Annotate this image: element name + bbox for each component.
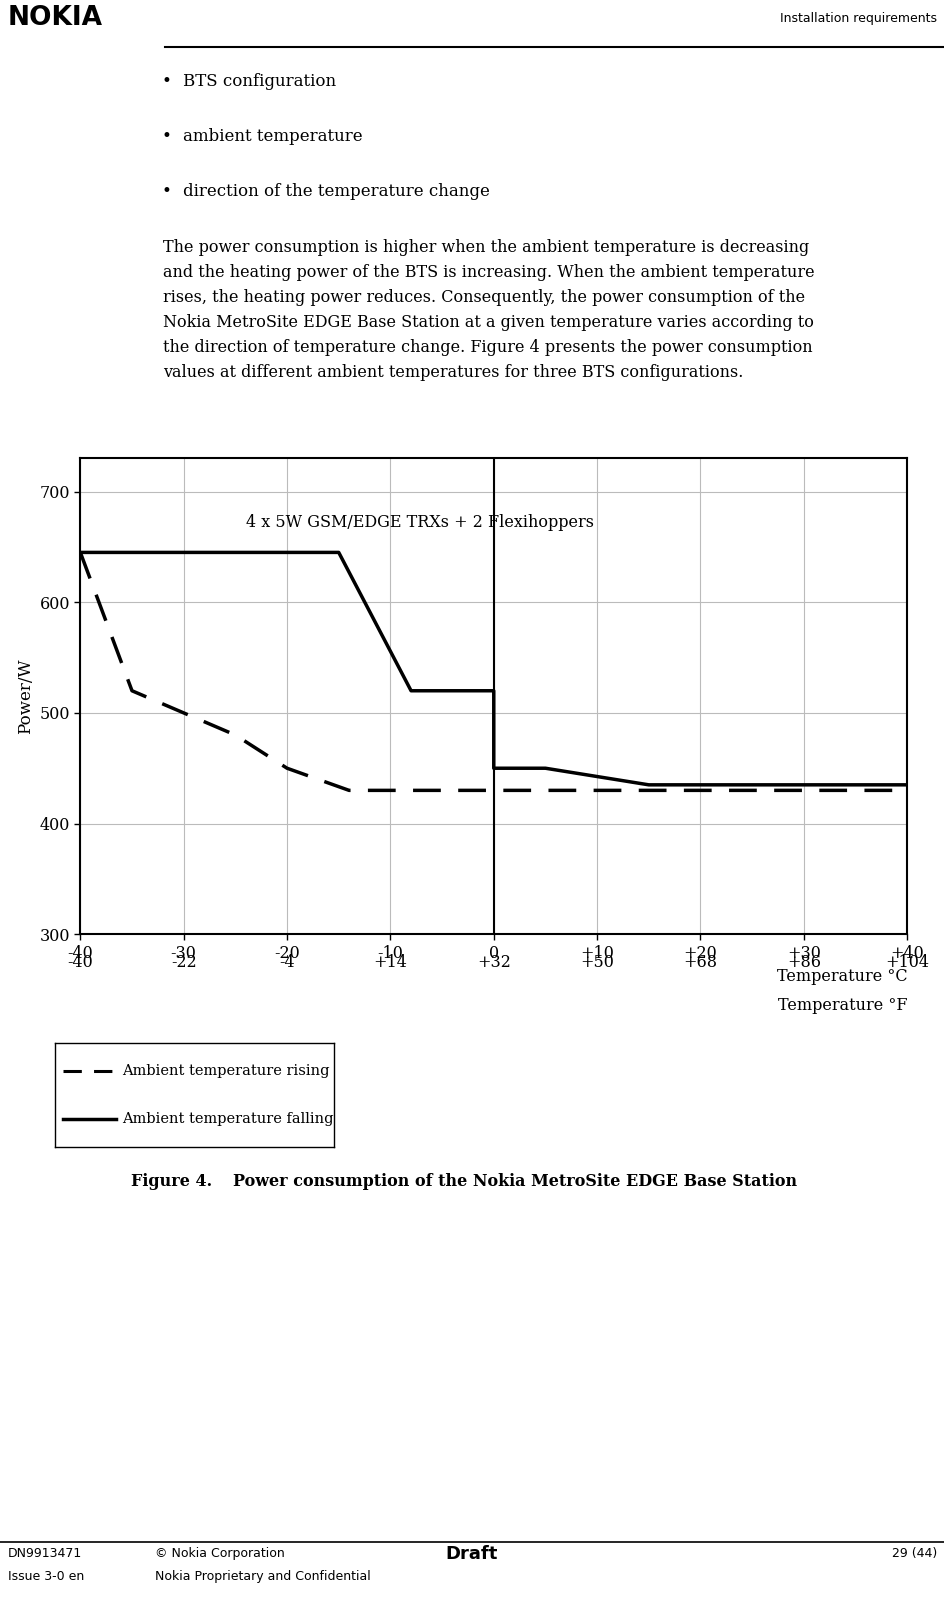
Text: -4: -4 [278, 955, 295, 971]
Text: Power consumption of the Nokia MetroSite EDGE Base Station: Power consumption of the Nokia MetroSite… [233, 1174, 797, 1190]
Text: The power consumption is higher when the ambient temperature is decreasing: The power consumption is higher when the… [162, 238, 808, 256]
Text: +50: +50 [580, 955, 614, 971]
Text: NOKIA: NOKIA [8, 5, 103, 32]
Text: Temperature °F: Temperature °F [777, 997, 906, 1014]
Text: +32: +32 [477, 955, 510, 971]
Text: 29 (44): 29 (44) [891, 1547, 936, 1560]
Text: +14: +14 [373, 955, 407, 971]
Text: +86: +86 [786, 955, 820, 971]
Text: the direction of temperature change. Figure 4 presents the power consumption: the direction of temperature change. Fig… [162, 339, 812, 356]
Text: Nokia MetroSite EDGE Base Station at a given temperature varies according to: Nokia MetroSite EDGE Base Station at a g… [162, 313, 813, 331]
Text: -40: -40 [67, 955, 93, 971]
Text: -22: -22 [171, 955, 196, 971]
Text: © Nokia Corporation: © Nokia Corporation [155, 1547, 284, 1560]
Text: 4 x 5W GSM/EDGE TRXs + 2 Flexihoppers: 4 x 5W GSM/EDGE TRXs + 2 Flexihoppers [245, 514, 593, 532]
Text: •: • [161, 128, 172, 145]
Text: DN9913471: DN9913471 [8, 1547, 82, 1560]
Text: and the heating power of the BTS is increasing. When the ambient temperature: and the heating power of the BTS is incr… [162, 264, 814, 281]
Text: direction of the temperature change: direction of the temperature change [183, 182, 489, 200]
Text: •: • [161, 182, 172, 200]
Text: •: • [161, 72, 172, 89]
Text: Figure 4.: Figure 4. [131, 1174, 212, 1190]
Text: Ambient temperature falling: Ambient temperature falling [122, 1112, 333, 1126]
Text: BTS configuration: BTS configuration [183, 72, 336, 89]
Text: Issue 3-0 en: Issue 3-0 en [8, 1570, 84, 1583]
Text: Installation requirements: Installation requirements [779, 11, 936, 26]
Text: rises, the heating power reduces. Consequently, the power consumption of the: rises, the heating power reduces. Conseq… [162, 289, 804, 305]
Text: +104: +104 [885, 955, 928, 971]
Text: Ambient temperature rising: Ambient temperature rising [122, 1064, 329, 1078]
Text: ambient temperature: ambient temperature [183, 128, 362, 145]
Text: Nokia Proprietary and Confidential: Nokia Proprietary and Confidential [155, 1570, 370, 1583]
Text: Temperature °C: Temperature °C [776, 968, 906, 985]
Text: values at different ambient temperatures for three BTS configurations.: values at different ambient temperatures… [162, 364, 743, 380]
Text: +68: +68 [683, 955, 716, 971]
Y-axis label: Power/W: Power/W [17, 658, 34, 735]
Text: Draft: Draft [446, 1544, 497, 1562]
